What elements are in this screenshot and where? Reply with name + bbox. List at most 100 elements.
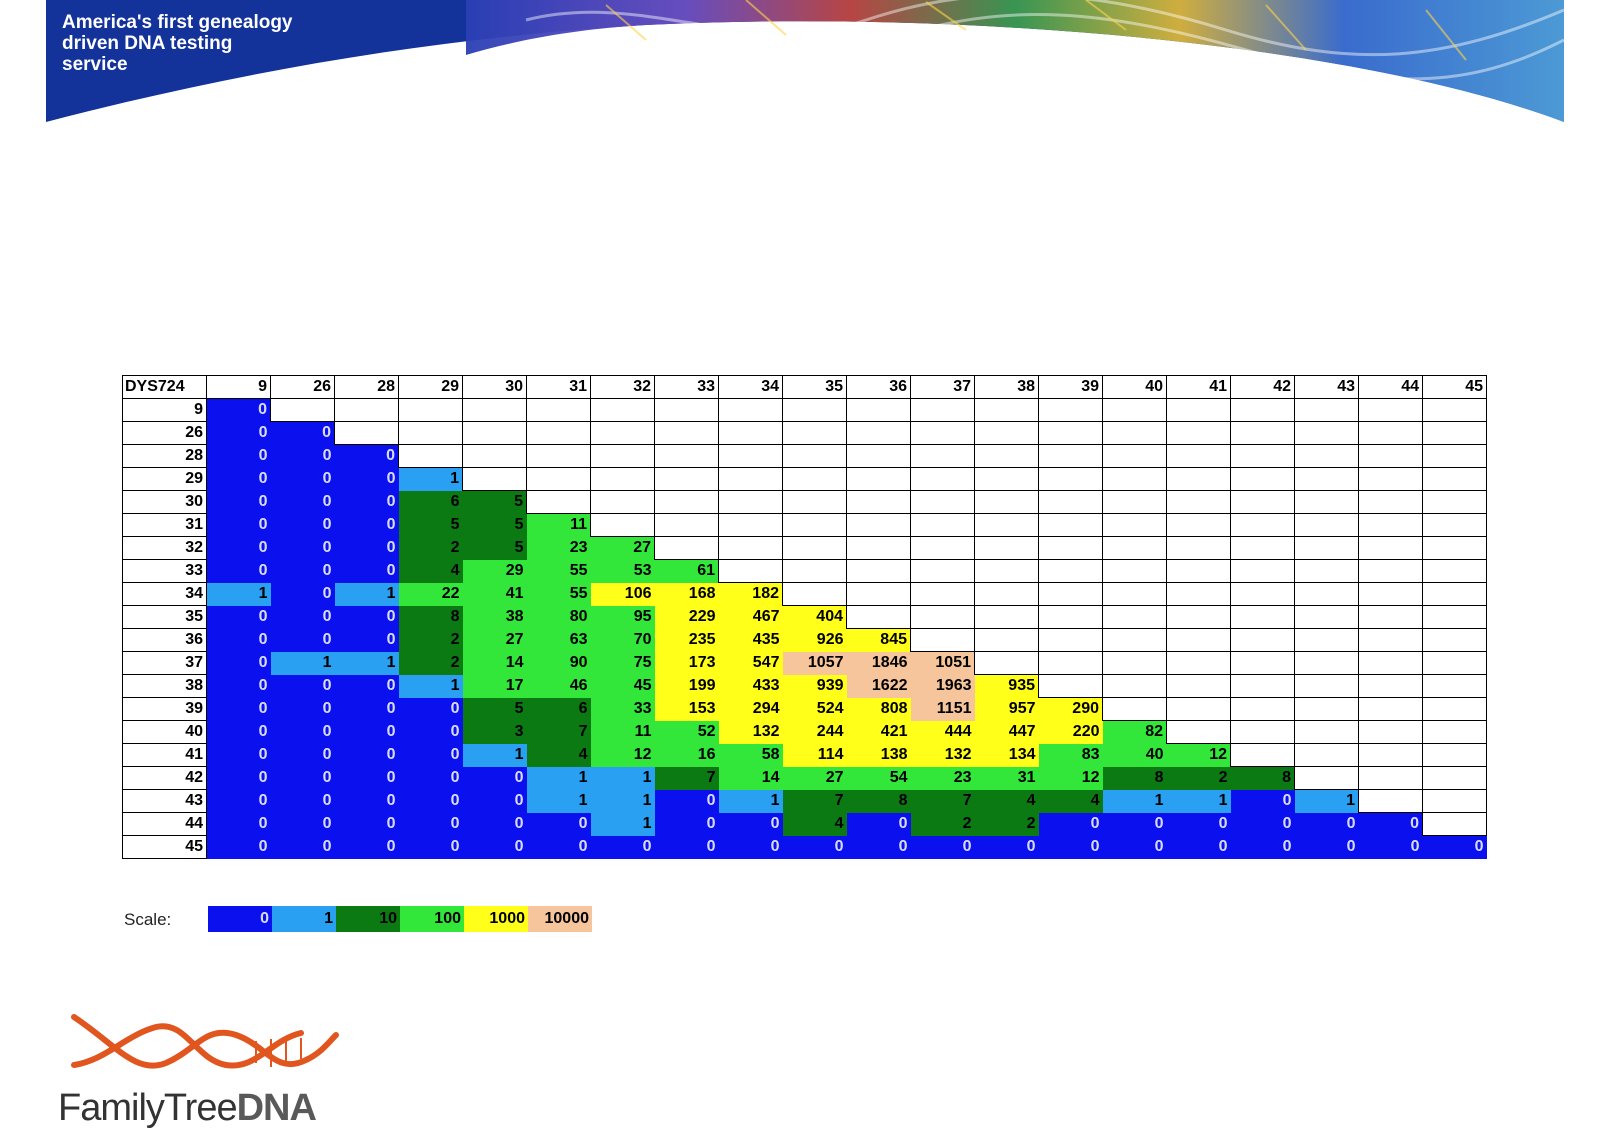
table-cell-empty: [654, 467, 719, 491]
table-cell: 0: [206, 444, 271, 468]
table-cell: 2: [974, 812, 1039, 836]
table-row: 36 0 0 0 2 27 63 70 235 435 926 845: [122, 628, 1487, 652]
table-cell: 0: [206, 789, 271, 813]
table-cell-empty: [1166, 720, 1231, 744]
table-cell-empty: [1358, 467, 1423, 491]
table-cell-empty: [1038, 651, 1103, 675]
table-cell: 27: [462, 628, 527, 652]
frequency-table: DYS724 9 26 28 29 30 31 32 33 34 35 36 37 38 39 40 41 42 4…: [122, 375, 1487, 859]
table-cell: 0: [334, 559, 399, 583]
table-cell-empty: [974, 490, 1039, 514]
table-cell-empty: [398, 421, 463, 445]
column-header: 28: [334, 375, 399, 399]
table-cell-empty: [654, 513, 719, 537]
table-cell-empty: [782, 513, 847, 537]
table-cell-empty: [1294, 651, 1359, 675]
table-cell: 17: [462, 674, 527, 698]
table-cell-empty: [526, 490, 591, 514]
table-cell: 52: [654, 720, 719, 744]
table-cell: 0: [270, 559, 335, 583]
column-header: 36: [846, 375, 911, 399]
table-cell: 45: [590, 674, 655, 698]
table-cell-empty: [1102, 444, 1167, 468]
table-cell-empty: [1422, 398, 1487, 422]
table-cell: 0: [1230, 835, 1295, 859]
table-cell-empty: [1166, 605, 1231, 629]
table-cell: 0: [206, 605, 271, 629]
table-cell: 0: [206, 559, 271, 583]
table-cell: 12: [1166, 743, 1231, 767]
row-header: 35: [122, 605, 207, 629]
table-cell: 46: [526, 674, 591, 698]
table-cell: 1963: [910, 674, 975, 698]
table-cell-empty: [1230, 720, 1295, 744]
table-cell: 0: [270, 766, 335, 790]
column-header: 26: [270, 375, 335, 399]
table-cell-empty: [1294, 490, 1359, 514]
table-cell-empty: [1230, 536, 1295, 560]
table-cell-empty: [846, 536, 911, 560]
table-cell: 0: [206, 513, 271, 537]
table-row: 29 0 0 0 1: [122, 467, 1487, 491]
table-cell-empty: [1294, 720, 1359, 744]
table-cell-empty: [718, 513, 783, 537]
table-row: 42 0 0 0 0 0 1 1 7 14 27 54 23 31 12 8 2 8: [122, 766, 1487, 790]
table-cell: 0: [206, 766, 271, 790]
table-cell-empty: [910, 490, 975, 514]
table-cell: 70: [590, 628, 655, 652]
logo-text-bold: DNA: [236, 1087, 317, 1129]
table-cell-empty: [398, 398, 463, 422]
table-row: 45 0 0 0 0 0 0 0 0 0 0 0 0 0 0 0 0 0 0 0 0: [122, 835, 1487, 859]
column-header: 9: [206, 375, 271, 399]
table-cell: 0: [1038, 835, 1103, 859]
table-cell-empty: [1294, 513, 1359, 537]
table-corner-label: DYS724: [122, 375, 207, 399]
table-cell: 0: [654, 835, 719, 859]
table-cell-empty: [654, 490, 719, 514]
table-cell-empty: [1038, 536, 1103, 560]
table-cell-empty: [1102, 467, 1167, 491]
table-cell-empty: [1358, 559, 1423, 583]
table-cell: 0: [462, 835, 527, 859]
table-cell-empty: [1422, 766, 1487, 790]
table-cell: 0: [910, 835, 975, 859]
table-cell-empty: [1102, 536, 1167, 560]
table-cell: 22: [398, 582, 463, 606]
table-cell-empty: [1230, 559, 1295, 583]
table-cell-empty: [1102, 559, 1167, 583]
table-cell-empty: [1230, 674, 1295, 698]
row-header: 34: [122, 582, 207, 606]
table-cell-empty: [1422, 651, 1487, 675]
table-cell: 8: [846, 789, 911, 813]
row-header: 32: [122, 536, 207, 560]
column-header: 34: [718, 375, 783, 399]
table-cell-empty: [1294, 536, 1359, 560]
table-cell: 114: [782, 743, 847, 767]
table-cell-empty: [590, 467, 655, 491]
table-cell-empty: [1102, 605, 1167, 629]
table-cell: 134: [974, 743, 1039, 767]
table-cell: 55: [526, 559, 591, 583]
table-cell-empty: [1230, 444, 1295, 468]
table-cell-empty: [1166, 628, 1231, 652]
table-cell-empty: [910, 467, 975, 491]
table-row: 28 0 0 0: [122, 444, 1487, 468]
row-header: 39: [122, 697, 207, 721]
table-cell-empty: [1358, 605, 1423, 629]
table-cell: 0: [718, 812, 783, 836]
table-cell: 0: [206, 651, 271, 675]
table-cell: 0: [206, 628, 271, 652]
table-cell-empty: [1038, 490, 1103, 514]
table-cell: 935: [974, 674, 1039, 698]
table-cell-empty: [590, 444, 655, 468]
table-cell: 0: [270, 743, 335, 767]
table-cell-empty: [462, 444, 527, 468]
table-cell: 1: [718, 789, 783, 813]
table-cell-empty: [1102, 628, 1167, 652]
table-cell: 23: [526, 536, 591, 560]
table-cell: 0: [270, 697, 335, 721]
table-cell: 290: [1038, 697, 1103, 721]
table-cell-empty: [654, 444, 719, 468]
table-cell-empty: [974, 582, 1039, 606]
table-cell: 0: [270, 582, 335, 606]
